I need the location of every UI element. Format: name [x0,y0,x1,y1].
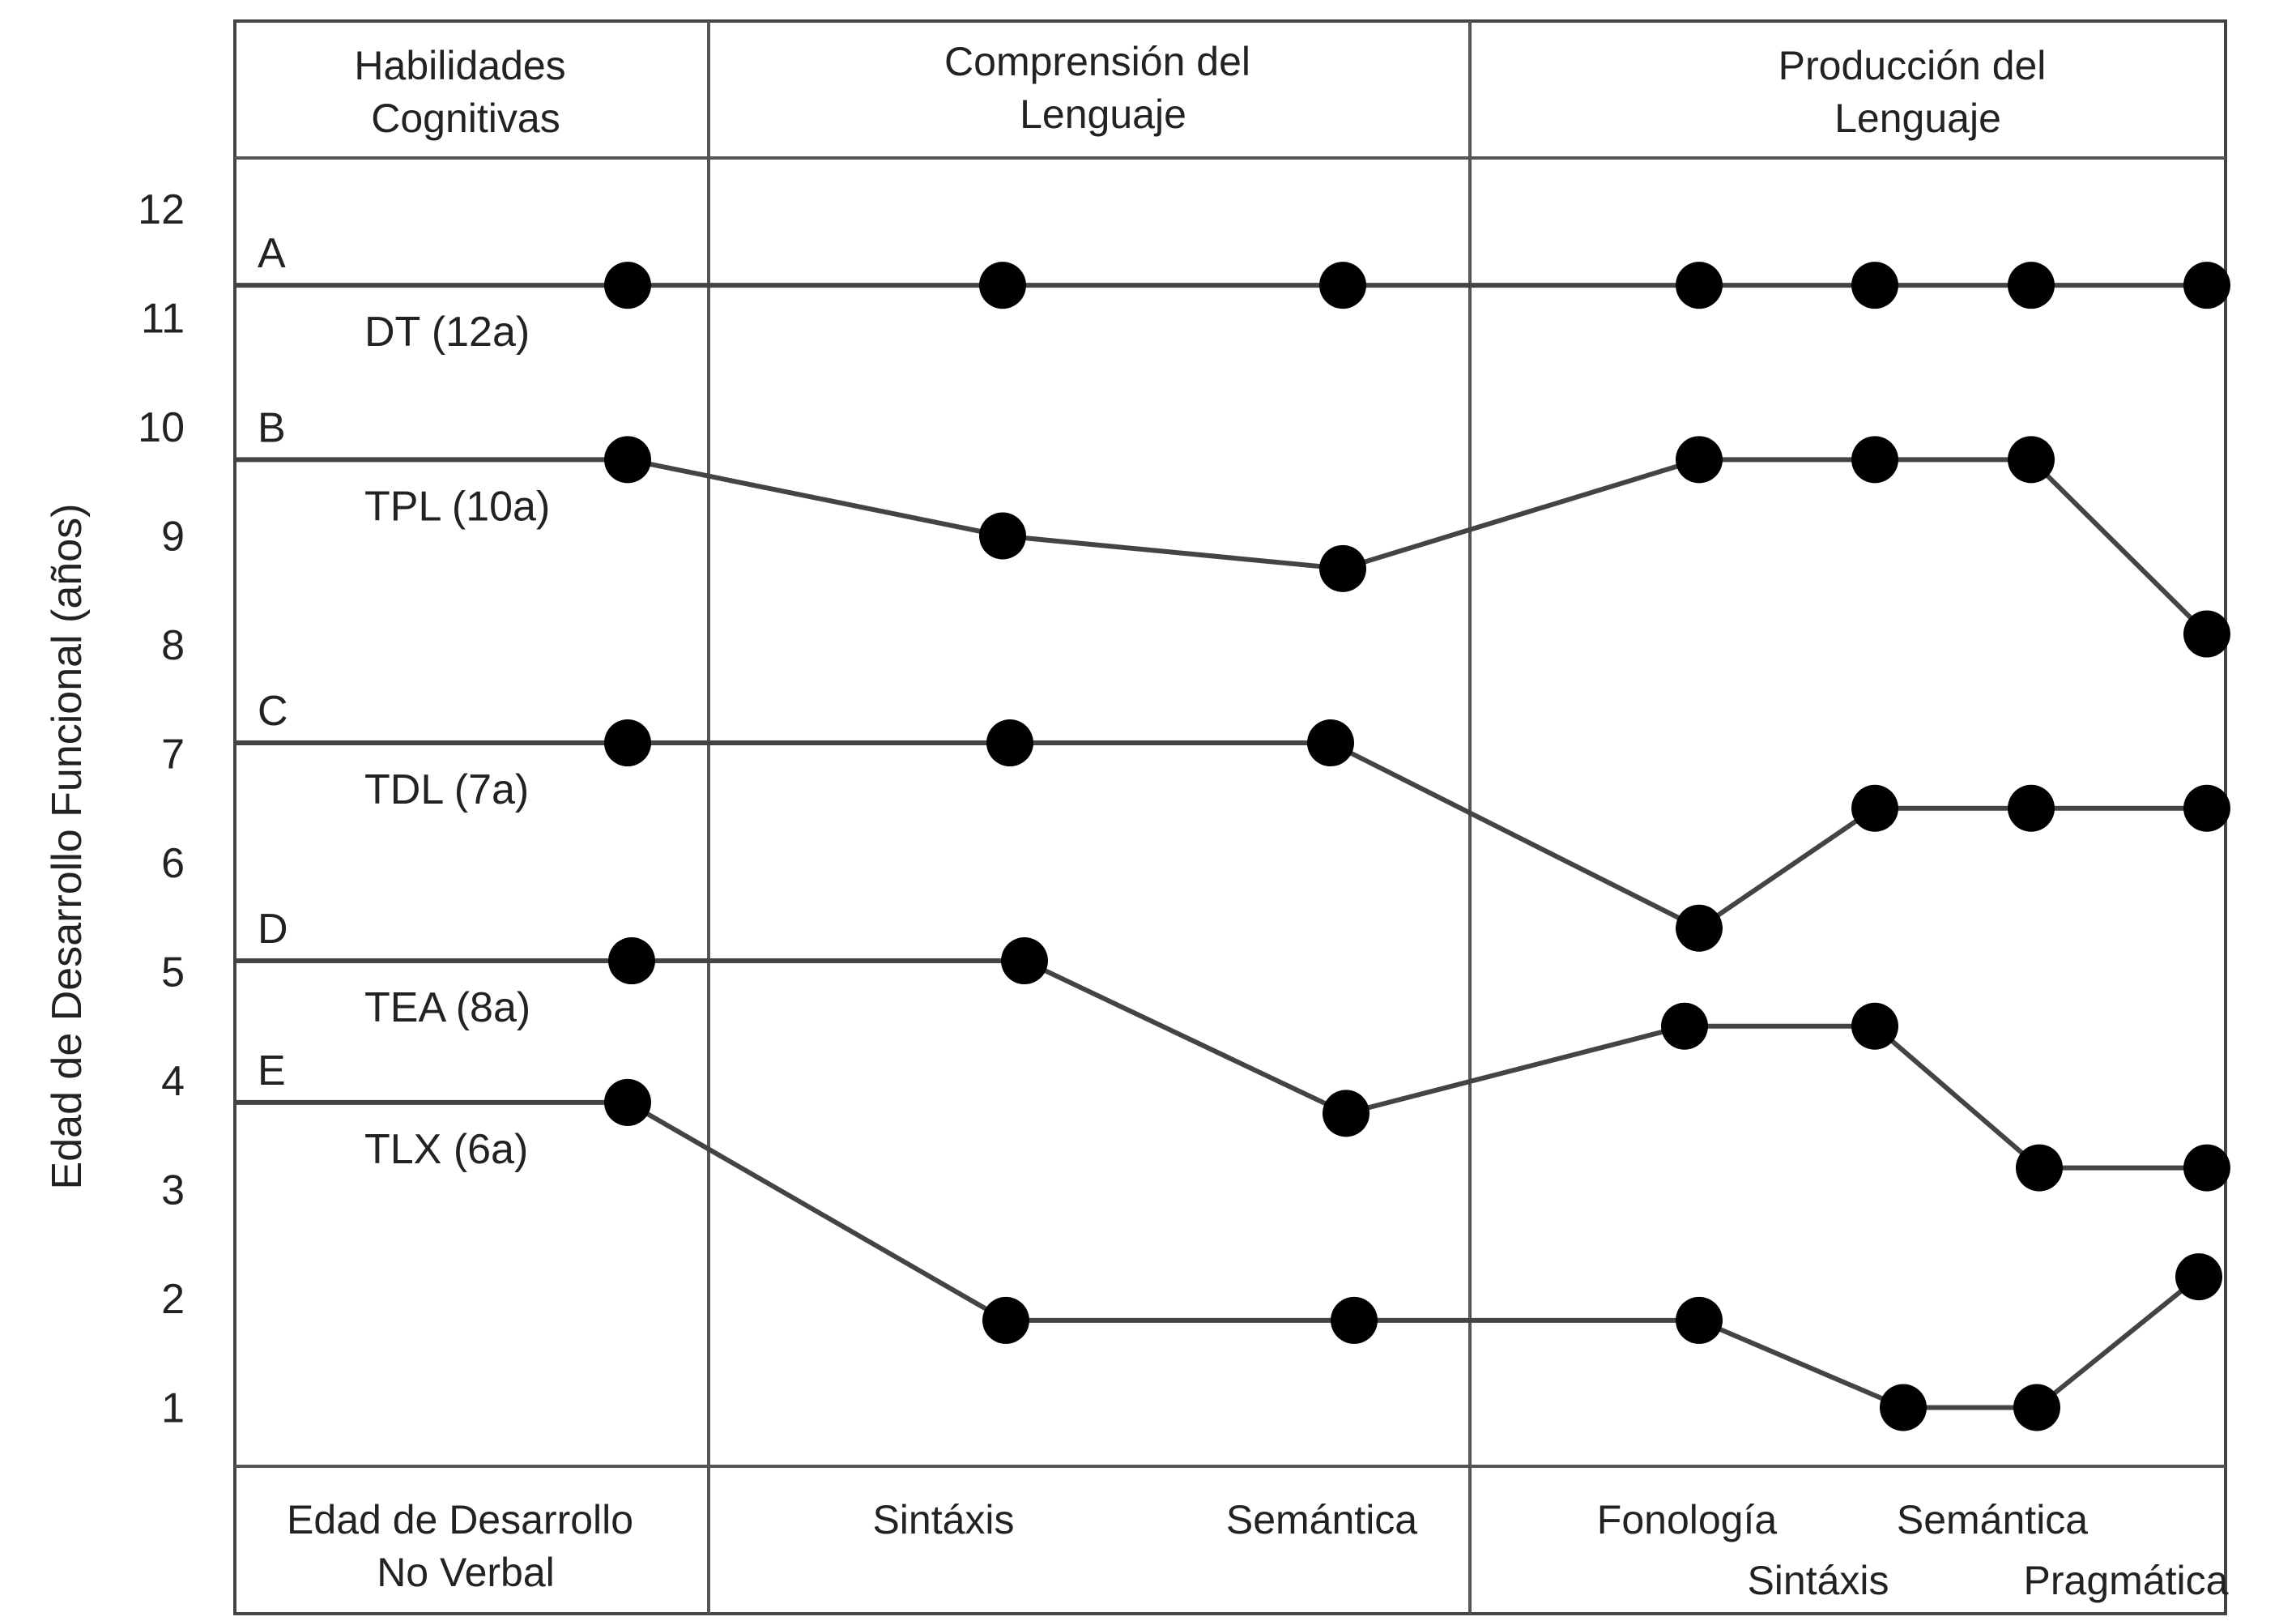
series-line-c [235,740,2207,931]
data-point-e [1331,1296,1378,1344]
data-point-d [1323,1090,1370,1137]
data-point-b [1851,436,1898,484]
data-point-e [1880,1384,1927,1431]
data-point-c [1851,784,1898,832]
category-label-comp-semantics: Semántica [1226,1497,1417,1542]
data-point-a [604,262,651,309]
series-letter-d: D [258,906,288,953]
header-cognitive: Habilidades Cognitivas [354,43,577,141]
data-point-a [2183,262,2230,309]
data-point-a [1676,262,1723,309]
y-tick-label: 8 [161,622,185,669]
data-point-d [1851,1002,1898,1050]
data-point-d [2016,1144,2063,1192]
data-point-a [979,262,1026,309]
data-point-c [604,719,651,767]
header-production: Producción del Lenguaje [1778,43,2058,141]
y-tick-label: 1 [161,1385,185,1432]
data-point-d [1001,937,1048,985]
category-label-prod-semantics: Semántica [1897,1497,2088,1542]
y-tick-label: 10 [138,404,185,451]
series-letter-a: A [258,230,286,277]
series-group-label-a: DT (12a) [364,309,530,356]
y-tick-label: 5 [161,949,185,996]
data-point-e [2175,1253,2222,1301]
category-label-nonverbal: Edad de Desarrollo No Verbal [287,1497,645,1595]
data-point-c [986,719,1033,767]
data-point-d [1661,1002,1708,1050]
y-tick-label: 3 [161,1167,185,1214]
series-group-label-c: TDL (7a) [364,766,529,813]
data-point-a [1851,262,1898,309]
series-line-b [235,457,2209,636]
data-point-b [2008,436,2055,484]
series-line-d [235,958,2207,1171]
data-point-e [1676,1296,1723,1344]
data-point-b [979,512,1026,560]
series-letter-c: C [258,688,288,735]
y-tick-label: 2 [161,1276,185,1323]
y-axis-title: Edad de Desarrollo Funcional (años) [44,504,91,1190]
series-group-label-d: TEA (8a) [364,984,530,1031]
data-point-d [608,937,655,985]
data-point-c [2008,784,2055,832]
data-point-e [982,1296,1029,1344]
data-point-a [1319,262,1366,309]
category-label-pragmatics: Pragmática [2024,1558,2229,1603]
series-line-e [235,1099,2200,1410]
y-tick-label: 12 [138,186,185,233]
y-tick-label: 7 [161,732,185,779]
y-tick-label: 4 [161,1058,185,1105]
series-letter-b: B [258,404,286,451]
category-label-comp-syntax: Sintáxis [872,1497,1014,1542]
chart-frame [233,19,2227,1615]
header-comprehension: Comprensión del Lenguaje [944,39,1262,137]
data-point-d [2183,1144,2230,1192]
data-point-b [1676,436,1723,484]
data-point-c [1676,904,1723,952]
data-point-c [1307,719,1354,767]
data-point-c [2183,784,2230,832]
y-tick-label: 6 [161,840,185,887]
series-group-label-b: TPL (10a) [364,483,550,530]
data-point-b [2183,610,2230,658]
category-label-prod-syntax: Sintáxis [1747,1558,1889,1603]
y-tick-label: 11 [141,296,185,343]
data-point-e [2013,1384,2060,1431]
data-point-b [604,436,651,484]
series-letter-e: E [258,1047,286,1094]
data-point-e [604,1078,651,1126]
data-point-b [1319,544,1366,592]
series-group-label-e: TLX (6a) [364,1126,528,1173]
data-point-a [2008,262,2055,309]
series-layer: A DT (12a) B TPL (10a) C TDL (7a) D TEA (8a) E TL… [235,230,2230,1431]
y-tick-label: 9 [161,514,185,561]
category-label-phonology: Fonología [1597,1497,1778,1542]
